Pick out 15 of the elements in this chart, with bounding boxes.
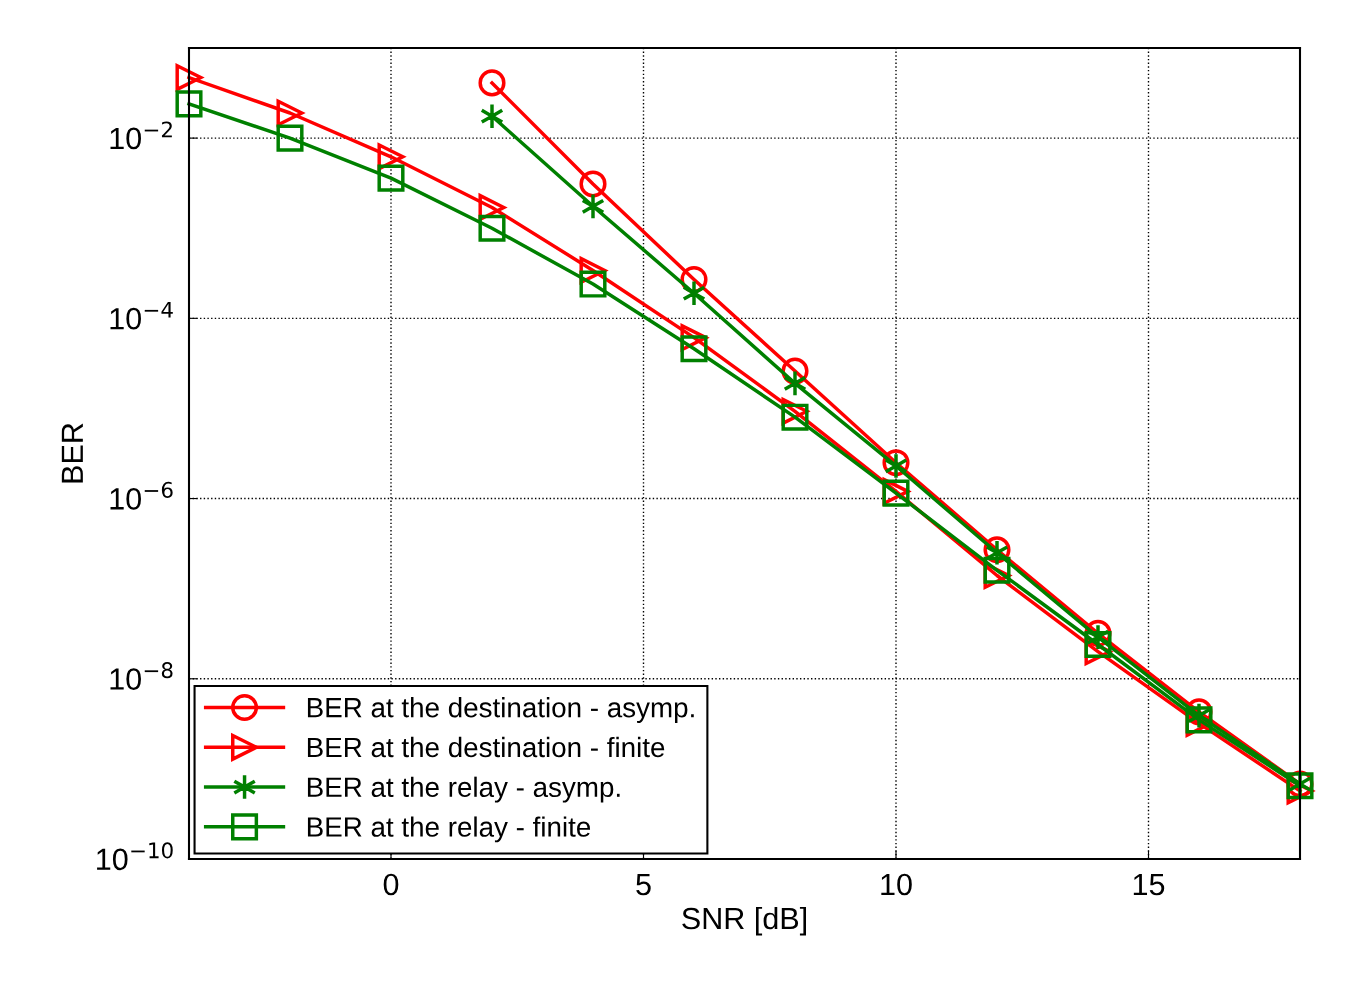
y-tick-label: 10$^{−10}$ [97,842,173,871]
legend-label: BER at the destination - finite [307,736,665,758]
x-tick-label: 0 [383,873,399,896]
legend-label: BER at the relay - finite [307,816,591,843]
legend-label: BER at the destination - asymp. [307,697,694,723]
x-tick-label: 5 [636,874,651,896]
y-axis-title: BER [61,423,83,483]
x-tick-label: 15 [1133,874,1165,896]
x-axis-title: SNR [dB] [682,906,806,936]
legend-label: BER at the relay - asymp. [307,776,620,803]
y-tick-label: 10$^{−2}$ [110,121,172,150]
x-tick-label: 10 [881,873,912,896]
y-tick-label: 10$^{−8}$ [110,662,173,690]
y-tick-label: 10$^{−4}$ [110,301,173,330]
y-tick-label: 10$^{−6}$ [110,481,173,510]
